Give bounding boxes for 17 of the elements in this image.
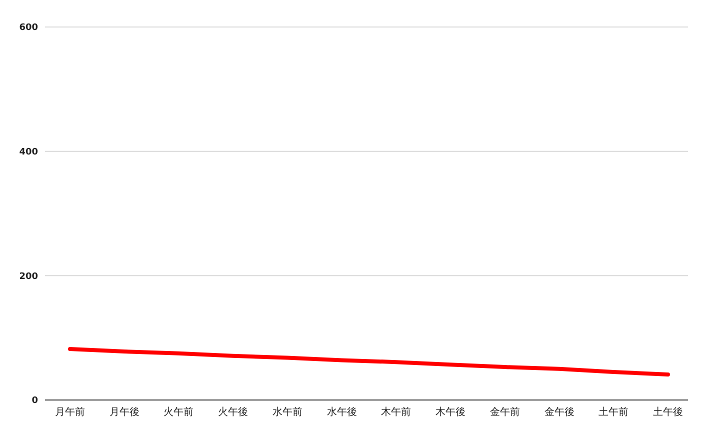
y-tick-label: 600	[19, 23, 38, 34]
x-tick-label: 火午後	[218, 406, 248, 418]
x-tick-label: 金午前	[490, 406, 520, 418]
x-tick-label: 水午後	[326, 406, 357, 418]
x-tick-label: 火午前	[164, 406, 194, 418]
x-tick-label: 土午後	[653, 406, 683, 418]
y-tick-label: 400	[19, 147, 38, 158]
y-tick-label: 0	[32, 396, 38, 406]
y-tick-label: 200	[19, 272, 38, 282]
x-tick-label: 土午前	[598, 406, 629, 418]
line-series	[68, 347, 670, 377]
x-tick-label: 金午後	[544, 406, 574, 418]
x-tick-label: 月午後	[109, 406, 140, 418]
x-tick-label: 木午前	[381, 406, 412, 418]
x-tick-label: 月午前	[55, 406, 85, 418]
x-tick-label: 木午後	[436, 406, 466, 418]
x-tick-label: 水午前	[272, 406, 302, 418]
